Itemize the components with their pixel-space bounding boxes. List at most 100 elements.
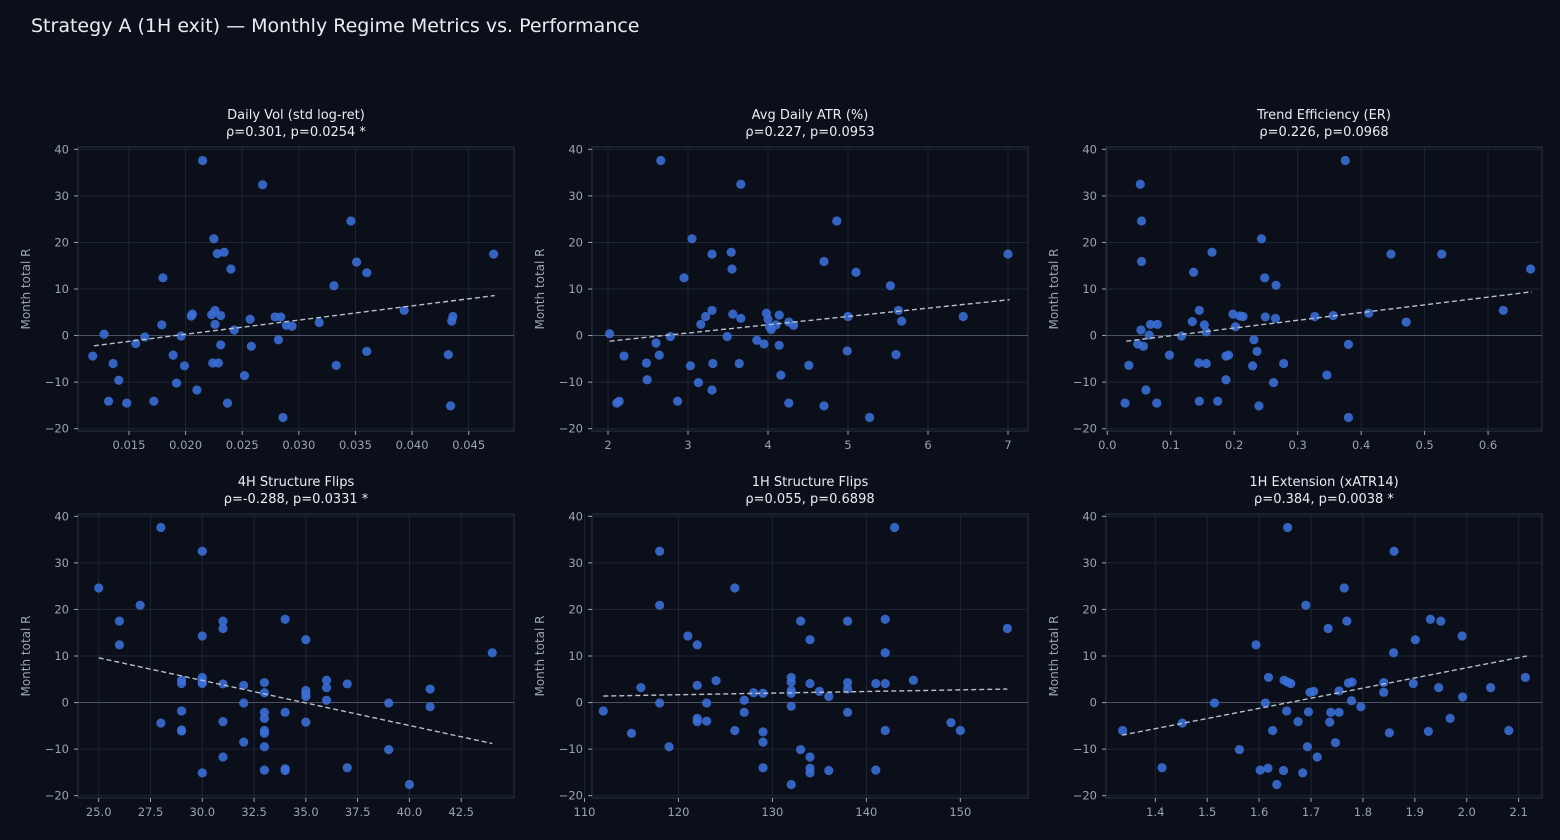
data-point (131, 338, 141, 349)
data-point (784, 398, 794, 408)
y-tick-label: 40 (568, 509, 583, 523)
x-tick-label: 150 (949, 805, 971, 819)
data-point (1302, 742, 1312, 752)
panel-title: Daily Vol (std log-ret) (227, 108, 365, 123)
data-point (1386, 249, 1396, 259)
x-tick-label: 25.0 (86, 805, 112, 819)
y-axis-label: Month total R (19, 248, 33, 329)
data-point (1457, 692, 1468, 702)
data-point (665, 331, 676, 342)
data-point (871, 765, 881, 775)
data-point (108, 358, 118, 369)
data-point (212, 249, 222, 259)
data-point (176, 706, 187, 716)
data-point (728, 309, 738, 319)
data-point (404, 779, 415, 790)
data-point (1254, 401, 1264, 411)
data-point (885, 281, 896, 291)
data-point (197, 546, 207, 556)
data-point (1251, 640, 1261, 650)
data-point (210, 319, 220, 329)
data-point (149, 396, 159, 406)
trend-line (1121, 655, 1528, 736)
data-point (786, 677, 796, 687)
data-point (218, 679, 228, 689)
y-tick-label: 10 (568, 649, 583, 663)
data-point (1003, 249, 1013, 259)
data-point (245, 314, 255, 324)
data-point (384, 744, 394, 755)
panel-title: 4H Structure Flips (238, 475, 355, 490)
data-point (664, 742, 674, 752)
y-tick-label: 10 (1082, 282, 1097, 296)
data-point (1434, 683, 1444, 693)
data-point (655, 698, 665, 708)
data-point (1152, 319, 1163, 329)
data-point (789, 320, 799, 330)
data-point (1260, 698, 1270, 708)
x-tick-label: 4 (764, 438, 771, 452)
data-point (736, 313, 746, 323)
data-point (1325, 717, 1335, 727)
data-point (346, 216, 356, 226)
data-point (687, 234, 697, 244)
data-point (880, 725, 890, 736)
x-tick-label: 1.9 (1406, 805, 1424, 819)
data-point (218, 752, 228, 762)
data-point (1263, 672, 1274, 683)
scatter-panel-2: 2 3 4 5 6 7 −20 −10 0 10 20 30 40 Month total R Avg Da… (533, 108, 1029, 452)
data-point (1293, 717, 1303, 727)
data-point (707, 385, 717, 395)
data-point (259, 728, 270, 738)
data-point (1282, 706, 1292, 716)
data-point (619, 351, 629, 361)
data-point (1384, 728, 1394, 738)
panel-stats: ρ=0.226, p=0.0968 (1259, 125, 1388, 140)
panel-title: 1H Structure Flips (752, 475, 869, 490)
data-point (1286, 678, 1296, 689)
data-point (168, 350, 178, 360)
data-point (819, 256, 829, 267)
data-point (1194, 305, 1204, 316)
data-point (722, 331, 732, 342)
data-point (1194, 396, 1204, 406)
figure-title: Strategy A (1H exit) — Monthly Regime Me… (31, 15, 640, 37)
data-point (842, 707, 853, 717)
data-point (758, 737, 768, 747)
data-point (157, 320, 167, 330)
data-point (1260, 312, 1270, 322)
data-point (804, 360, 814, 370)
y-tick-label: 20 (568, 602, 583, 616)
data-point (321, 683, 332, 693)
data-point (736, 179, 746, 189)
data-point (1310, 311, 1320, 322)
y-tick-label: 10 (54, 282, 69, 296)
data-point (186, 311, 196, 321)
data-point (1278, 765, 1289, 776)
y-tick-label: 0 (62, 329, 69, 343)
data-point (216, 310, 226, 321)
data-point (1177, 718, 1187, 728)
x-tick-label: 1.6 (1250, 805, 1268, 819)
y-tick-label: 20 (1082, 235, 1097, 249)
data-point (1436, 616, 1446, 626)
data-point (218, 717, 228, 727)
data-point (655, 546, 665, 556)
data-point (179, 361, 190, 371)
data-point (114, 640, 125, 650)
data-point (114, 616, 125, 626)
data-point (1486, 683, 1496, 693)
y-tick-label: 0 (576, 329, 583, 343)
y-tick-label: 20 (54, 235, 69, 249)
x-tick-label: 0.015 (112, 438, 145, 452)
data-point (641, 358, 652, 368)
data-point (1498, 305, 1508, 316)
data-point (1120, 398, 1130, 408)
data-point (776, 370, 786, 380)
data-point (314, 317, 324, 328)
data-point (239, 698, 249, 708)
y-tick-label: 10 (1082, 649, 1097, 663)
data-point (1379, 677, 1389, 688)
x-tick-label: 0.020 (169, 438, 202, 452)
data-point (701, 311, 711, 322)
